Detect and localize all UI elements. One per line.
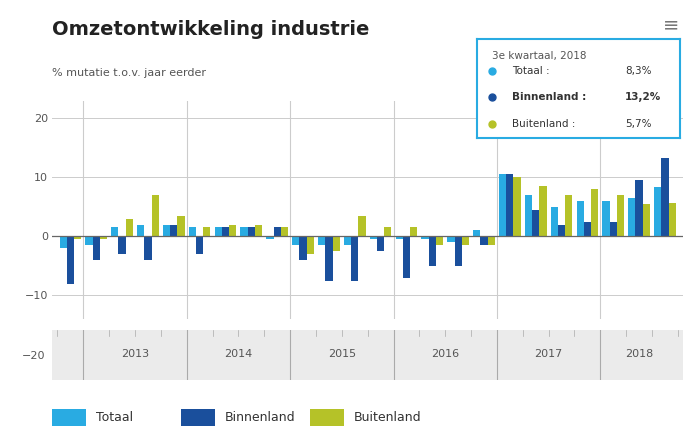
Bar (422, 236, 429, 239)
Bar (369, 236, 377, 239)
Bar (539, 186, 546, 236)
Bar (377, 236, 384, 251)
Text: 2018: 2018 (625, 349, 653, 359)
Bar (488, 236, 495, 245)
Text: 2017: 2017 (535, 349, 562, 359)
Bar (222, 228, 229, 236)
Bar (137, 225, 144, 236)
Bar (163, 225, 170, 236)
Bar (93, 236, 100, 260)
Bar (307, 236, 314, 254)
Text: ≡: ≡ (664, 15, 680, 34)
Bar (436, 236, 443, 245)
Bar (499, 174, 506, 236)
Text: 3e kwartaal, 2018: 3e kwartaal, 2018 (491, 51, 586, 61)
Bar (358, 216, 366, 236)
Bar (344, 236, 351, 245)
Bar (384, 228, 392, 236)
Bar (480, 236, 488, 245)
Bar (67, 236, 74, 284)
Bar (429, 236, 436, 266)
Bar (654, 187, 661, 236)
Bar (514, 177, 521, 236)
Bar (506, 174, 514, 236)
Bar (454, 236, 462, 266)
Bar (240, 228, 247, 236)
Text: Buitenland :: Buitenland : (512, 119, 579, 129)
Bar (292, 236, 300, 245)
Bar (661, 158, 668, 236)
Text: Totaal :: Totaal : (512, 66, 553, 76)
Bar (462, 236, 469, 245)
Bar (125, 218, 133, 236)
Bar (273, 228, 281, 236)
Bar (617, 195, 624, 236)
Text: Omzetontwikkeling industrie: Omzetontwikkeling industrie (52, 20, 369, 38)
Bar (551, 207, 558, 236)
Bar (59, 236, 67, 248)
Bar (170, 225, 178, 236)
Bar (196, 236, 204, 254)
Bar (215, 228, 222, 236)
Bar (74, 236, 82, 239)
Text: 2014: 2014 (224, 349, 252, 359)
Bar (351, 236, 358, 281)
Bar (565, 195, 572, 236)
Text: 8,3%: 8,3% (625, 66, 652, 76)
Bar (410, 228, 418, 236)
Text: Buitenland: Buitenland (354, 411, 422, 424)
Bar (447, 236, 454, 242)
Bar (266, 236, 273, 239)
Text: 13,2%: 13,2% (625, 92, 661, 102)
Bar (144, 236, 151, 260)
Bar (204, 228, 210, 236)
Bar (584, 222, 591, 236)
Bar (300, 236, 307, 260)
Bar (668, 203, 676, 236)
Bar (628, 198, 636, 236)
Text: 2013: 2013 (121, 349, 149, 359)
Text: 2015: 2015 (328, 349, 356, 359)
Bar (576, 201, 584, 236)
Bar (473, 230, 480, 236)
Bar (247, 228, 255, 236)
Bar (281, 228, 288, 236)
Text: 5,7%: 5,7% (625, 119, 652, 129)
Bar (643, 204, 650, 236)
Bar (558, 225, 565, 236)
Bar (100, 236, 107, 239)
Text: Binnenland: Binnenland (225, 411, 296, 424)
Bar (229, 225, 236, 236)
Bar (255, 225, 262, 236)
Bar (532, 210, 539, 236)
Bar (610, 222, 617, 236)
Bar (178, 216, 185, 236)
Bar (525, 195, 532, 236)
Text: Totaal: Totaal (96, 411, 133, 424)
Bar (396, 236, 403, 239)
Bar (189, 228, 196, 236)
Bar (118, 236, 125, 254)
Bar (636, 180, 643, 236)
Text: Binnenland :: Binnenland : (512, 92, 590, 102)
Bar (602, 201, 610, 236)
Text: −20: −20 (22, 351, 45, 361)
Bar (591, 189, 598, 236)
Text: % mutatie t.o.v. jaar eerder: % mutatie t.o.v. jaar eerder (52, 68, 206, 78)
Bar (332, 236, 339, 251)
Bar (325, 236, 332, 281)
Bar (151, 195, 159, 236)
Text: 2016: 2016 (431, 349, 459, 359)
Bar (318, 236, 325, 245)
Bar (85, 236, 93, 245)
Bar (112, 228, 118, 236)
Bar (403, 236, 410, 277)
